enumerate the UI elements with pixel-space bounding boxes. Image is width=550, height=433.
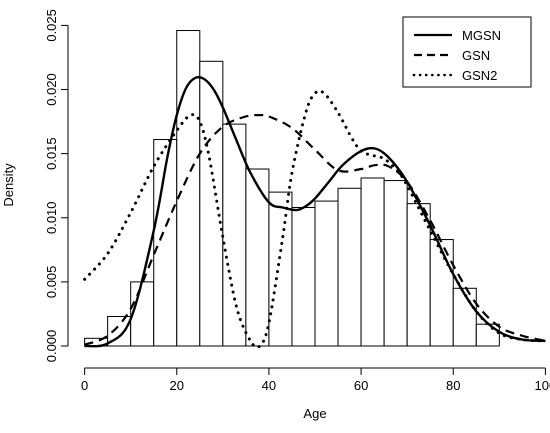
- x-tick-label: 100: [535, 378, 550, 393]
- y-tick-label: 0.015: [44, 137, 59, 170]
- y-tick-label: 0.025: [44, 9, 59, 42]
- histogram-bar: [130, 281, 155, 347]
- legend: MGSN GSN GSN2: [402, 16, 532, 88]
- x-axis-label: Age: [303, 406, 326, 421]
- histogram-bar: [314, 200, 339, 347]
- histogram-bar: [245, 168, 270, 347]
- x-tick-label: 0: [81, 378, 88, 393]
- histogram-bar: [406, 203, 431, 347]
- histogram-bar: [475, 323, 500, 347]
- y-axis-ticks: 0.000 0.005 0.010 0.015 0.020 0.025: [44, 9, 68, 362]
- histogram-bar: [199, 60, 224, 347]
- density-curve-gsn2: [83, 89, 547, 349]
- x-axis-ticks: 0 20 40 60 80 100: [81, 368, 550, 393]
- x-tick-label: 20: [170, 378, 184, 393]
- histogram-bar: [337, 187, 362, 347]
- y-tick-label: 0.010: [44, 201, 59, 234]
- histogram-bar: [452, 287, 477, 347]
- x-tick-label: 60: [354, 378, 368, 393]
- y-tick-label: 0.020: [44, 73, 59, 106]
- y-axis-label: Density: [1, 163, 16, 207]
- histogram-bar: [429, 239, 454, 347]
- histogram-bar: [268, 191, 293, 347]
- histogram-bar: [360, 177, 385, 347]
- y-tick-label: 0.000: [44, 330, 59, 363]
- x-tick-label: 80: [446, 378, 460, 393]
- density-curve-gsn: [84, 113, 546, 346]
- density-curves: [83, 76, 547, 349]
- x-tick-label: 40: [262, 378, 276, 393]
- legend-label-mgsn: MGSN: [462, 28, 501, 43]
- legend-label-gsn2: GSN2: [462, 68, 497, 83]
- y-tick-label: 0.005: [44, 266, 59, 299]
- legend-box: [402, 16, 532, 88]
- legend-label-gsn: GSN: [462, 48, 490, 63]
- histogram-bar: [383, 180, 408, 347]
- histogram-bar: [291, 206, 316, 347]
